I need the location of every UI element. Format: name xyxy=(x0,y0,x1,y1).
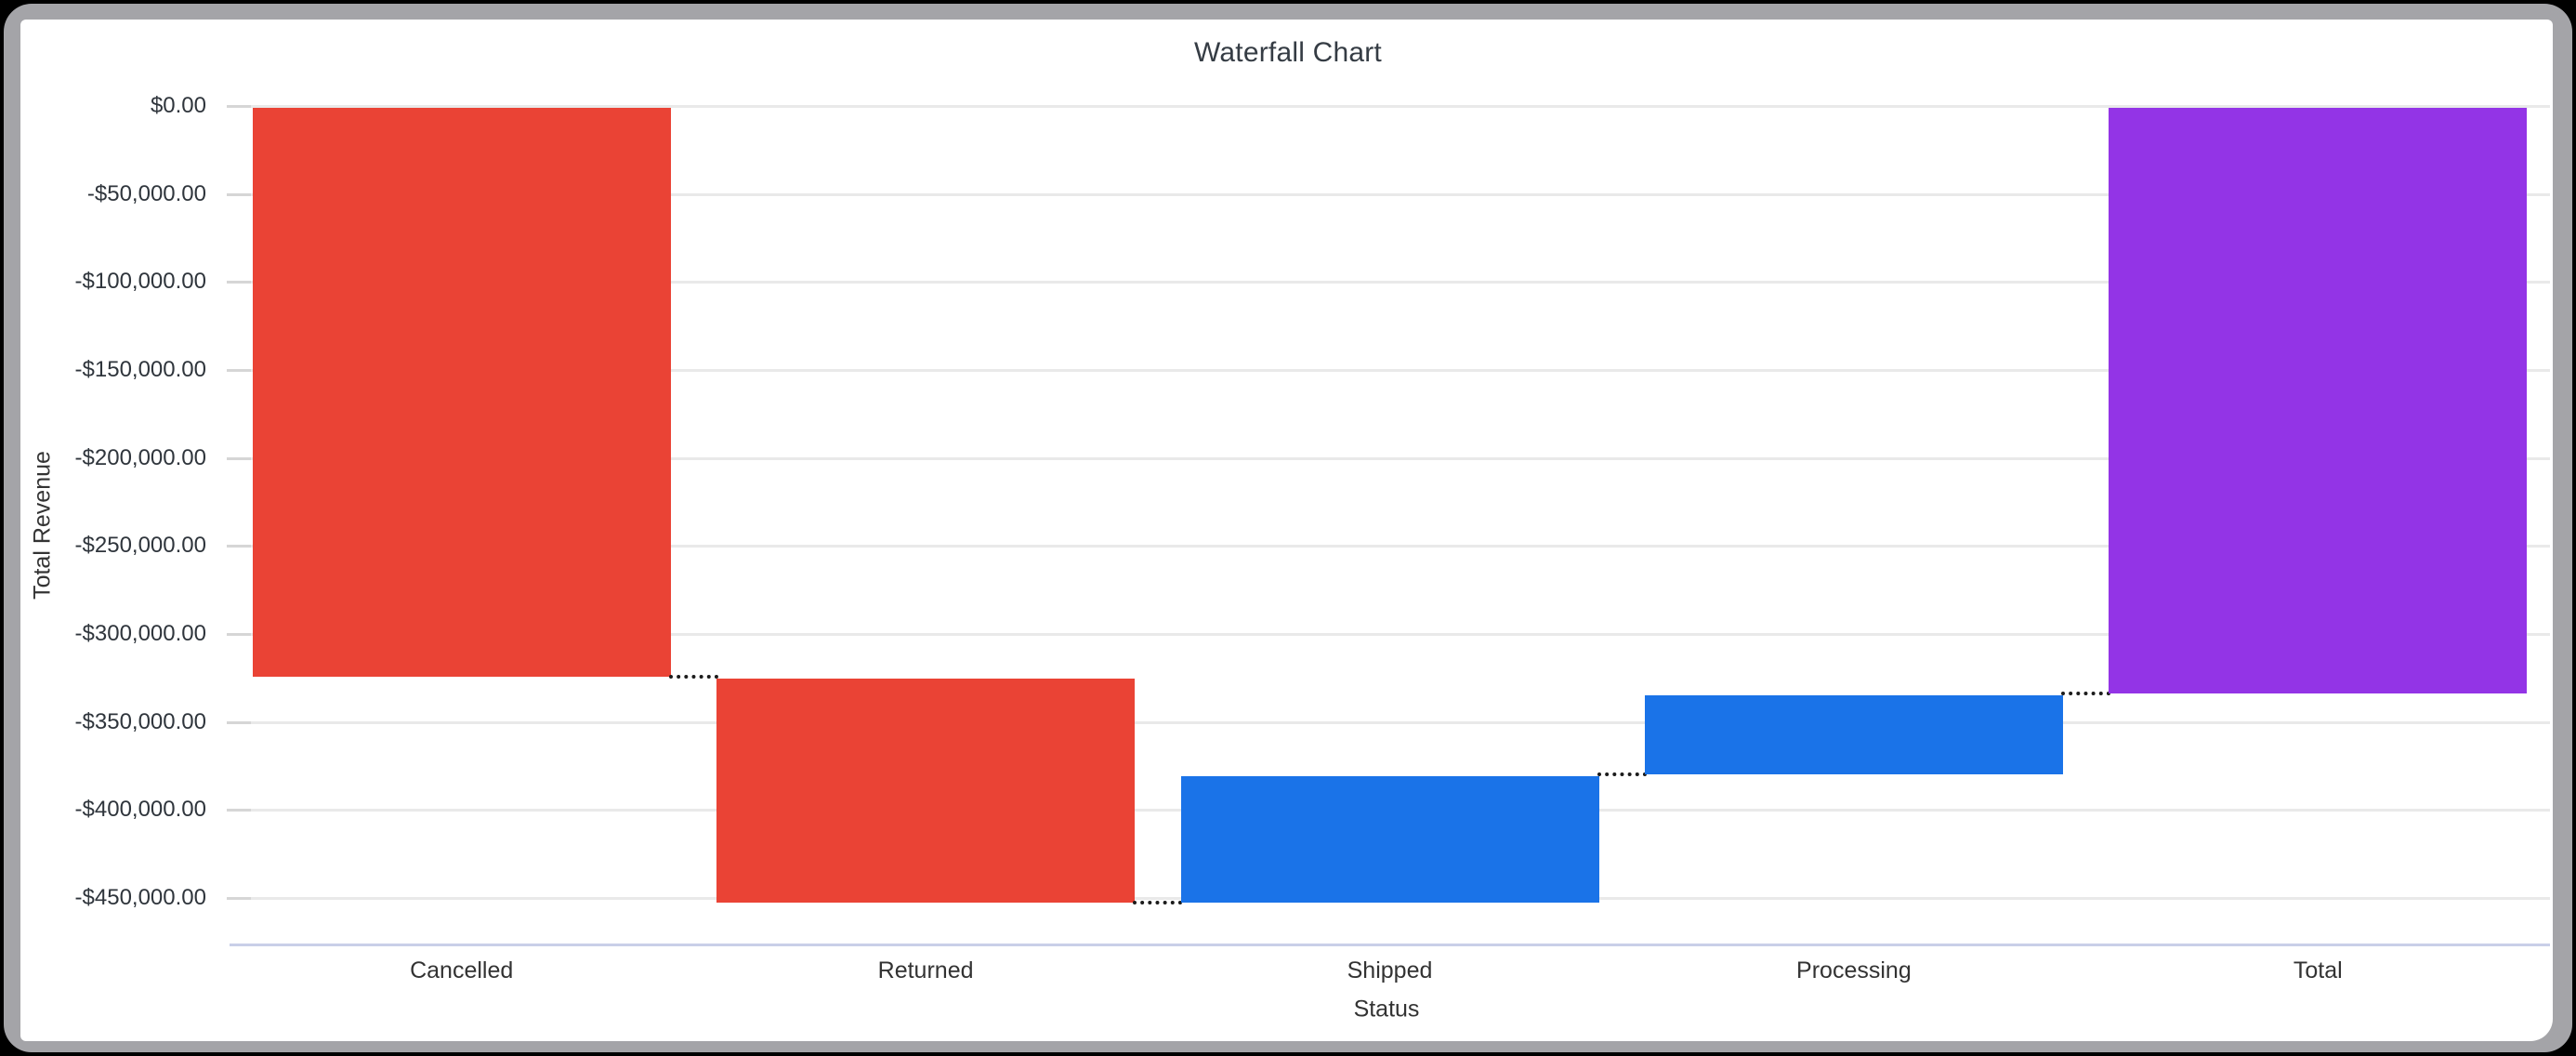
y-tick-label: -$300,000.00 xyxy=(74,621,206,646)
y-axis-tick xyxy=(227,192,251,196)
waterfall-connector xyxy=(1133,900,1183,904)
y-tick-label: $0.00 xyxy=(150,93,206,118)
gridline xyxy=(230,633,2550,636)
y-tick-label: -$100,000.00 xyxy=(74,269,206,295)
x-category-label: Total xyxy=(2293,957,2343,983)
y-axis-tick xyxy=(227,369,251,372)
y-axis-tick xyxy=(227,897,251,900)
x-category-label: Processing xyxy=(1796,957,1912,983)
y-axis-tick xyxy=(227,633,251,636)
y-tick-label: -$200,000.00 xyxy=(74,444,206,470)
gridline xyxy=(230,456,2550,460)
y-tick-label: -$450,000.00 xyxy=(74,885,206,910)
bar-shipped[interactable] xyxy=(1180,775,1599,903)
y-axis-tick xyxy=(227,545,251,548)
x-category-label: Returned xyxy=(877,957,974,983)
y-tick-label: -$250,000.00 xyxy=(74,533,206,559)
waterfall-connector xyxy=(668,675,719,680)
chart-title: Waterfall Chart xyxy=(1194,37,1382,68)
waterfall-connector xyxy=(1597,772,1647,776)
y-axis-tick xyxy=(227,105,251,108)
x-axis-line xyxy=(230,944,2550,946)
x-category-label: Shipped xyxy=(1347,957,1433,983)
y-tick-label: -$400,000.00 xyxy=(74,797,206,823)
x-axis-title: Status xyxy=(1353,996,1420,1023)
y-axis-tick xyxy=(227,281,251,284)
gridline xyxy=(230,545,2550,548)
y-tick-label: -$50,000.00 xyxy=(86,180,206,206)
y-tick-label: -$350,000.00 xyxy=(74,708,206,734)
gridline xyxy=(230,192,2550,196)
bar-returned[interactable] xyxy=(716,679,1136,903)
gridline xyxy=(230,281,2550,284)
x-category-label: Cancelled xyxy=(410,957,514,983)
y-axis-tick xyxy=(227,720,251,724)
bar-processing[interactable] xyxy=(1644,695,2063,774)
y-tick-label: -$150,000.00 xyxy=(74,357,206,382)
y-axis-title: Total Revenue xyxy=(29,451,56,600)
y-axis-tick xyxy=(227,456,251,460)
bar-cancelled[interactable] xyxy=(252,108,671,678)
bar-total[interactable] xyxy=(2109,108,2528,694)
gridline xyxy=(230,720,2550,724)
y-axis-tick xyxy=(227,809,251,812)
waterfall-connector xyxy=(2060,692,2111,696)
gridline xyxy=(230,105,2550,108)
gridline xyxy=(230,369,2550,372)
